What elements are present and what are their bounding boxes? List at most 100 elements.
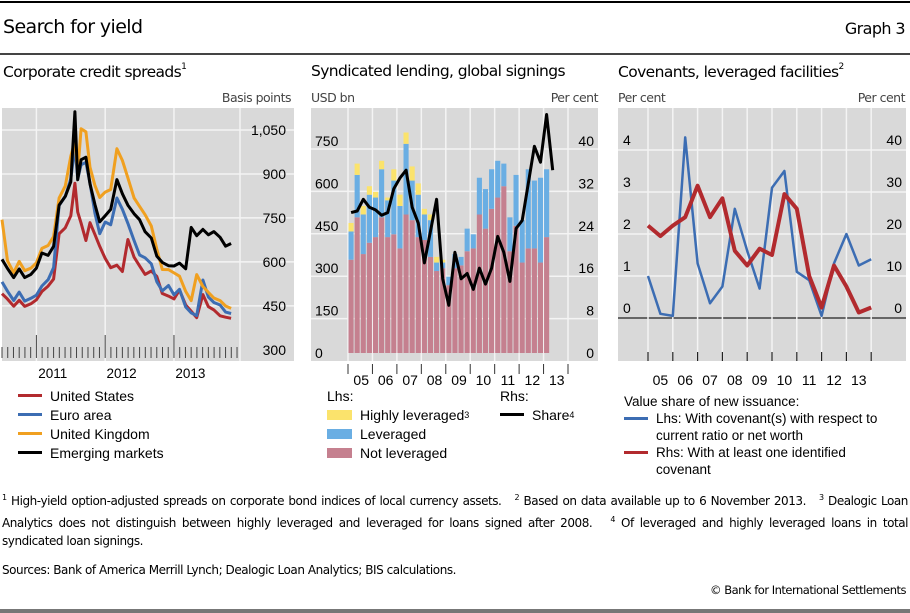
bar-highly-leveraged (421, 208, 427, 215)
x-tick-label: 06 (378, 372, 394, 388)
x-tick-label: 10 (476, 372, 492, 388)
legend-item: United Kingdom (18, 424, 164, 443)
x-tick-label: 06 (677, 372, 693, 388)
y-tick-label-left: 0 (623, 300, 631, 316)
bar-not-leveraged (452, 268, 458, 353)
legend-item: Euro area (18, 405, 164, 424)
panel-title-text: Covenants, leveraged facilities (618, 63, 839, 81)
footnote-marker: 4 (610, 514, 615, 524)
bar-not-leveraged (470, 248, 476, 353)
bar-leveraged (391, 180, 397, 235)
bar-not-leveraged (464, 251, 470, 353)
bar-leveraged (421, 214, 427, 240)
y-tick-label-right: 24 (578, 218, 594, 234)
legend-label: current ratio or net worth (656, 428, 804, 443)
footnote-marker: 2 (514, 493, 520, 502)
legend-item: Highly leveraged 3 (327, 405, 469, 424)
y-tick-label-left: 750 (315, 133, 339, 149)
legend-credit-spreads: United States Euro area United Kingdom E… (18, 386, 164, 462)
bar-not-leveraged (525, 248, 531, 353)
bar-not-leveraged (482, 228, 489, 353)
legend-label: Lhs: With covenant(s) with respect to (656, 411, 878, 426)
bar-leveraged (537, 177, 544, 263)
unit-label-per-cent-right: Per cent (857, 90, 906, 105)
y-tick-label-right: 20 (886, 216, 902, 232)
bar-not-leveraged (434, 271, 440, 353)
legend-swatch (624, 417, 648, 420)
legend-label: Leveraged (360, 425, 427, 442)
bar-leveraged (366, 194, 372, 243)
bar-not-leveraged (360, 254, 366, 353)
bar-not-leveraged (354, 217, 360, 353)
legend-swatch (18, 394, 42, 397)
legend-item: Leveraged (327, 424, 469, 443)
footnote-marker: 3 (819, 493, 824, 502)
y-tick-label-right: 40 (886, 132, 902, 148)
legend-syndicated-rhs: Rhs: Share 4 (500, 386, 574, 424)
y-tick-label-left: 1 (623, 258, 631, 274)
footnote-ref: 1 (181, 62, 187, 72)
y-tick-label-left: 150 (315, 303, 339, 319)
bar-leveraged (464, 228, 470, 252)
y-tick-label-right: 16 (578, 260, 594, 276)
x-tick-label: 12 (525, 372, 541, 388)
legend-item: Not leveraged (327, 443, 469, 462)
bar-leveraged (372, 197, 379, 238)
bar-leveraged (434, 262, 440, 272)
bar-highly-leveraged (379, 160, 385, 170)
bar-not-leveraged (391, 234, 397, 353)
bar-not-leveraged (501, 186, 507, 353)
panel-title-text: Syndicated lending, global signings (311, 62, 566, 80)
series-line-any-covenant (646, 183, 872, 315)
legend-label: Rhs: With at least one identified (656, 445, 846, 460)
bar-not-leveraged (519, 262, 525, 353)
y-tick-label: 300 (263, 342, 287, 358)
bar-not-leveraged (458, 265, 464, 353)
x-tick-label: 12 (826, 372, 842, 388)
y-tick-label: 900 (263, 166, 287, 182)
panel-title-covenants: Covenants, leveraged facilities2 (618, 62, 844, 81)
y-tick-label-right: 40 (578, 133, 594, 149)
legend-heading: Value share of new issuance: (624, 394, 800, 409)
panel-title-credit-spreads: Corporate credit spreads1 (3, 62, 187, 81)
bar-not-leveraged (379, 217, 385, 353)
bar-not-leveraged (476, 214, 482, 353)
bar-leveraged (458, 256, 464, 266)
bar-not-leveraged (421, 239, 427, 353)
footnote-ref: 4 (569, 409, 575, 420)
legend-label: United States (50, 387, 135, 404)
bar-highly-leveraged (415, 183, 421, 195)
y-tick-label-right: 30 (886, 174, 902, 190)
bar-not-leveraged (531, 248, 537, 353)
bar-leveraged (385, 200, 391, 238)
y-tick-label: 750 (263, 210, 287, 226)
footnote-marker: 1 (2, 493, 7, 502)
y-tick-label-left: 0 (315, 345, 323, 361)
bar-highly-leveraged (427, 214, 434, 221)
x-tick-label: 13 (549, 372, 565, 388)
bar-not-leveraged (507, 251, 513, 353)
legend-label: Share (532, 406, 570, 423)
legend-syndicated-lhs: Lhs: Highly leveraged 3 Leveraged Not lev… (327, 386, 469, 462)
legend-heading: Rhs: (500, 387, 529, 404)
legend-item-continued: covenant (624, 461, 877, 478)
bar-highly-leveraged (385, 197, 391, 201)
y-tick-label: 600 (263, 254, 287, 270)
legend-swatch (18, 451, 42, 454)
bar-not-leveraged (397, 248, 403, 353)
y-tick-label-left: 3 (623, 174, 631, 190)
footnote-3: Dealogic Loan Analytics does not disting… (2, 494, 908, 530)
unit-label-per-cent-left: Per cent (618, 90, 666, 105)
legend-label: Emerging markets (50, 444, 164, 461)
y-tick-label-right: 8 (586, 303, 594, 319)
unit-label-usd-bn: USD bn (311, 90, 355, 105)
x-tick-label: 08 (727, 372, 743, 388)
x-tick-label: 07 (402, 372, 418, 388)
bar-leveraged (489, 169, 495, 209)
bar-not-leveraged (427, 256, 434, 353)
legend-item: Share 4 (500, 405, 574, 424)
footnote-ref: 2 (838, 62, 845, 72)
bar-leveraged (519, 220, 525, 263)
legend-swatch (327, 409, 352, 420)
